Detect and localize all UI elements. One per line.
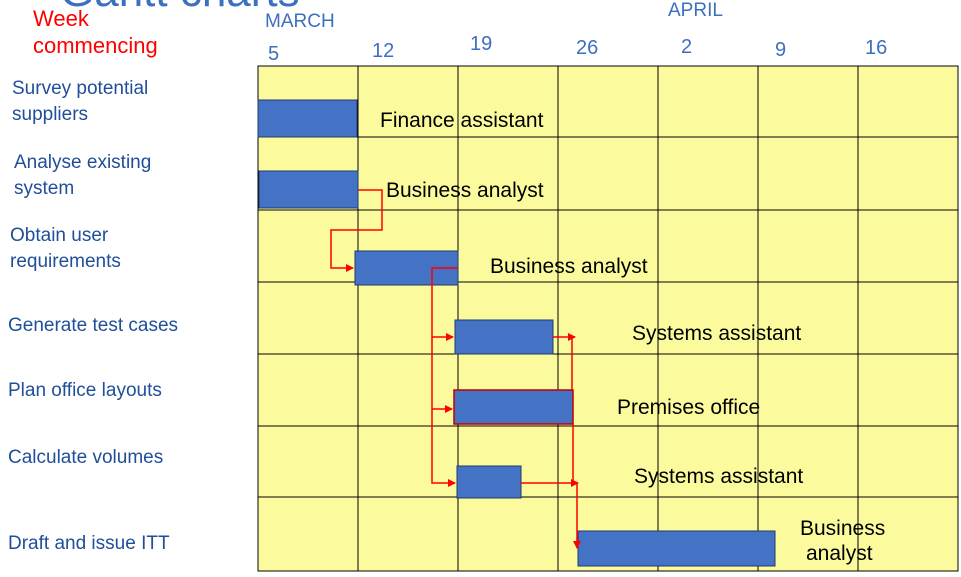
dependency-arrow (572, 424, 581, 549)
week-date: 12 (372, 40, 395, 62)
task-bar-calculate-volumes (456, 465, 522, 499)
task-bar-test-cases (454, 319, 554, 355)
week-label-line-2: commencing (33, 33, 158, 58)
task-bar-draft-itt (577, 530, 776, 567)
week-date: 19 (470, 33, 493, 55)
resource-label: Premises office (617, 396, 761, 419)
task-label: Generate test cases (8, 315, 179, 336)
task-label: Analyse existing system (14, 152, 152, 199)
page-title: Gantt charts (60, 0, 300, 14)
week-date: 16 (865, 37, 888, 59)
task-label: Obtain user requirements (10, 225, 121, 272)
resource-label: Business analyst (800, 517, 886, 565)
week-label-line-1: Week (33, 6, 89, 31)
week-date: 2 (681, 36, 693, 58)
resource-label: Systems assistant (634, 465, 804, 488)
resource-label: Finance assistant (380, 109, 544, 132)
task-bar-survey-suppliers (257, 99, 358, 138)
grid-horizontal-lines (258, 136, 958, 498)
task-label: Plan office layouts (8, 380, 162, 401)
month-april: APRIL (668, 0, 723, 21)
resource-label: Systems assistant (632, 322, 802, 345)
week-date: 5 (268, 43, 280, 65)
dependency-arrow (330, 189, 383, 272)
dependency-arrow (431, 409, 456, 487)
grid-background (257, 65, 959, 572)
task-bar-analyse-system (258, 170, 359, 209)
resource-label: Business analyst (386, 179, 544, 202)
dependency-arrows (330, 189, 581, 549)
task-label: Calculate volumes (8, 447, 164, 468)
week-date: 9 (775, 39, 787, 61)
week-date: 26 (576, 37, 599, 59)
resource-label: Business analyst (490, 255, 648, 278)
task-bar-office-layouts (453, 389, 574, 425)
task-label: Survey potential suppliers (12, 78, 149, 125)
dependency-arrow (431, 267, 458, 341)
month-march: MARCH (265, 11, 335, 32)
task-label: Draft and issue ITT (8, 533, 170, 554)
